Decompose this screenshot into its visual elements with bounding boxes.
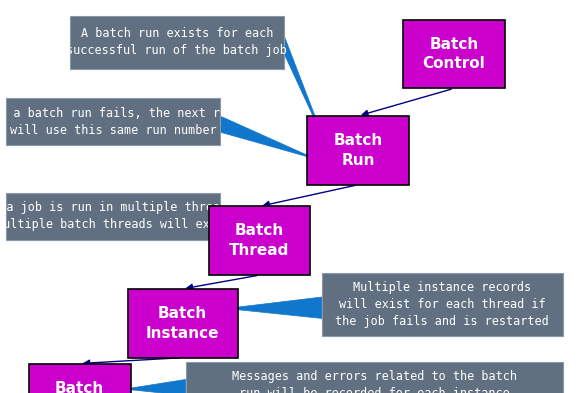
Polygon shape — [220, 211, 226, 238]
Text: If a job is run in multiple threads,
multiple batch threads will exist: If a job is run in multiple threads, mul… — [0, 201, 241, 231]
FancyBboxPatch shape — [322, 273, 563, 336]
FancyBboxPatch shape — [209, 206, 310, 275]
FancyBboxPatch shape — [70, 16, 284, 69]
Text: Batch
Msg: Batch Msg — [55, 380, 104, 393]
Text: Batch
Control: Batch Control — [422, 37, 485, 72]
Text: Batch
Instance: Batch Instance — [146, 306, 219, 341]
FancyBboxPatch shape — [403, 20, 505, 88]
Text: Multiple instance records
will exist for each thread if
the job fails and is res: Multiple instance records will exist for… — [335, 281, 549, 328]
Text: Messages and errors related to the batch
run will be recorded for each instance: Messages and errors related to the batch… — [231, 370, 517, 393]
FancyBboxPatch shape — [29, 364, 130, 393]
Polygon shape — [284, 36, 325, 141]
Text: Batch
Run: Batch Run — [334, 133, 383, 168]
Text: Batch
Thread: Batch Thread — [229, 223, 290, 258]
FancyBboxPatch shape — [128, 289, 238, 358]
Text: A batch run exists for each
successful run of the batch job: A batch run exists for each successful r… — [67, 27, 287, 57]
FancyBboxPatch shape — [186, 362, 563, 393]
Polygon shape — [226, 297, 322, 318]
FancyBboxPatch shape — [307, 116, 409, 185]
Polygon shape — [220, 116, 316, 159]
Text: If a batch run fails, the next run
will use this same run number: If a batch run fails, the next run will … — [0, 107, 234, 137]
FancyBboxPatch shape — [6, 193, 220, 240]
Polygon shape — [125, 380, 186, 393]
FancyBboxPatch shape — [6, 98, 220, 145]
